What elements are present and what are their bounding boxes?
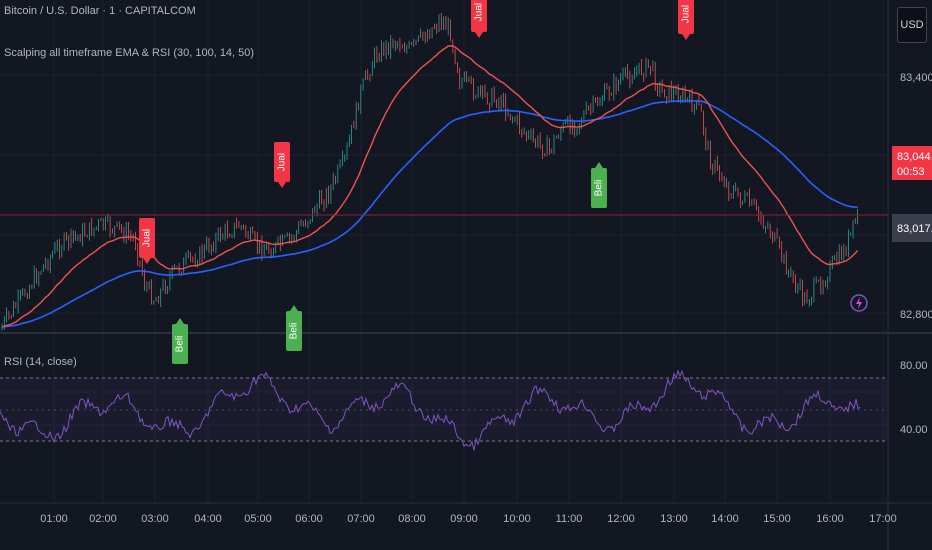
time-label: 04:00 <box>194 513 222 525</box>
signal-label: Beli <box>594 180 605 197</box>
signal-label: Jual <box>474 3 485 21</box>
time-axis[interactable]: 01:00 02:00 03:00 04:00 05:00 06:00 07:00 08:00… <box>40 513 897 525</box>
time-label: 03:00 <box>141 513 169 525</box>
time-label: 06:00 <box>295 513 323 525</box>
ema-slow-line <box>1 99 858 328</box>
rsi-label-40: 40.00 <box>900 424 928 436</box>
time-label: 10:00 <box>503 513 531 525</box>
line-price-badge <box>892 214 932 242</box>
sell-signal-tag: Jual <box>678 0 694 40</box>
currency-button[interactable]: USD <box>897 7 927 43</box>
price-label-82800: 82,800.00 <box>900 309 932 321</box>
signal-label: Jual <box>277 153 288 171</box>
time-label: 16:00 <box>816 513 844 525</box>
sell-signal-tag: Jual <box>139 218 155 264</box>
buy-signal-tag: Beli <box>286 305 302 351</box>
time-label: 08:00 <box>398 513 426 525</box>
time-label: 15:00 <box>763 513 791 525</box>
signal-label: Jual <box>681 5 692 23</box>
symbol-title[interactable]: Bitcoin / U.S. Dollar · 1 · CAPITALCOM <box>4 5 196 17</box>
lightning-icon[interactable] <box>850 294 868 312</box>
line-price-value: 83,017.30 <box>897 223 932 235</box>
bar-countdown: 00:53 <box>897 166 925 178</box>
current-price-badge <box>892 146 932 180</box>
price-label-83400: 83,400.00 <box>900 72 932 84</box>
time-label: 13:00 <box>660 513 688 525</box>
signal-label: Jual <box>142 229 153 247</box>
current-price-value: 83,044.10 <box>897 151 932 163</box>
time-label: 09:00 <box>450 513 478 525</box>
time-label: 01:00 <box>40 513 68 525</box>
buy-signal-tag: Beli <box>172 318 188 364</box>
sell-signal-tag: Jual <box>274 142 290 188</box>
time-label: 14:00 <box>711 513 739 525</box>
signal-markers: Jual Beli Jual Beli Jual Beli Jual <box>139 0 694 364</box>
sell-signal-tag: Jual <box>471 0 487 38</box>
signal-label: Beli <box>289 323 300 340</box>
chart-grid <box>0 0 888 503</box>
time-label: 02:00 <box>89 513 117 525</box>
time-label: 12:00 <box>607 513 635 525</box>
time-label: 17:00 <box>869 513 897 525</box>
price-candles <box>1 12 858 331</box>
rsi-label-80: 80.00 <box>900 360 928 372</box>
rsi-line <box>0 369 861 451</box>
rsi-pane-title[interactable]: RSI (14, close) <box>4 356 77 368</box>
buy-signal-tag: Beli <box>591 162 607 208</box>
signal-label: Beli <box>175 336 186 353</box>
time-label: 11:00 <box>556 513 583 525</box>
ema-fast-line <box>1 45 859 328</box>
time-label: 07:00 <box>347 513 375 525</box>
indicator-title[interactable]: Scalping all timeframe EMA & RSI (30, 10… <box>4 47 255 59</box>
time-label: 05:00 <box>244 513 272 525</box>
